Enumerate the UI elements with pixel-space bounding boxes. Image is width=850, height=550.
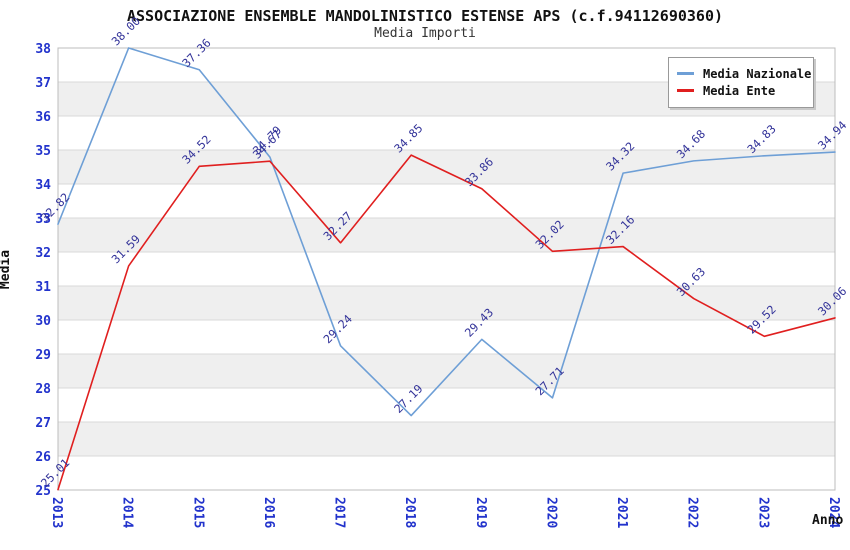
plot-band <box>58 286 835 320</box>
plot-band <box>58 116 835 150</box>
plot-border <box>57 47 836 491</box>
x-tick-label: 2023 <box>755 497 770 528</box>
series-line-media-ente <box>57 154 836 491</box>
y-tick-label: 36 <box>35 110 51 125</box>
x-tick-label: 2015 <box>190 497 205 528</box>
x-tick-label: 2019 <box>473 497 488 528</box>
plot-band <box>58 252 835 286</box>
legend-label-media-ente: Media Ente <box>703 83 776 98</box>
y-tick-label: 31 <box>35 280 51 295</box>
value-label: 38.00 <box>109 14 143 48</box>
x-tick-label: 2021 <box>614 497 629 528</box>
chart-subtitle: Media Importi <box>374 26 476 41</box>
plot-band <box>58 150 835 184</box>
legend-swatch-media-nazionale <box>677 72 694 75</box>
x-tick-label: 2020 <box>543 497 558 528</box>
plot-band <box>58 184 835 218</box>
plot-band <box>58 218 835 252</box>
series-line-media-nazionale <box>57 47 836 417</box>
legend-item-media-nazionale: Media Nazionale <box>677 66 811 81</box>
x-tick-label: 2022 <box>685 497 700 528</box>
legend-swatch-media-ente <box>677 89 694 92</box>
plot-band <box>58 422 835 456</box>
plot-band <box>58 388 835 422</box>
y-tick-label: 34 <box>35 178 51 193</box>
y-tick-label: 26 <box>35 450 51 465</box>
y-tick-label: 29 <box>35 348 51 363</box>
y-tick-label: 38 <box>35 42 51 57</box>
legend-item-media-ente: Media Ente <box>677 83 805 98</box>
plot-band <box>58 354 835 388</box>
legend-label-media-nazionale: Media Nazionale <box>703 66 812 81</box>
legend-box: Media Nazionale Media Ente <box>668 57 814 108</box>
x-tick-label: 2018 <box>402 497 417 528</box>
y-tick-label: 32 <box>35 246 51 261</box>
x-tick-label: 2016 <box>261 497 276 528</box>
y-axis-title: Media <box>0 249 14 290</box>
x-tick-label: 2017 <box>332 497 347 528</box>
x-axis-title: Anno <box>812 513 844 528</box>
y-tick-label: 25 <box>35 484 51 499</box>
plot-band <box>58 456 835 490</box>
chart-title: ASSOCIAZIONE ENSEMBLE MANDOLINISTICO EST… <box>126 7 724 25</box>
x-tick-label: 2014 <box>120 497 135 528</box>
y-tick-label: 33 <box>35 212 51 227</box>
x-tick-label: 2013 <box>49 497 64 528</box>
y-tick-label: 35 <box>35 144 51 159</box>
x-tick-label: 2024 <box>826 497 841 528</box>
plot-band <box>58 320 835 354</box>
y-tick-label: 28 <box>35 382 51 397</box>
y-tick-label: 37 <box>35 76 51 91</box>
y-tick-label: 30 <box>35 314 51 329</box>
y-tick-label: 27 <box>35 416 51 431</box>
